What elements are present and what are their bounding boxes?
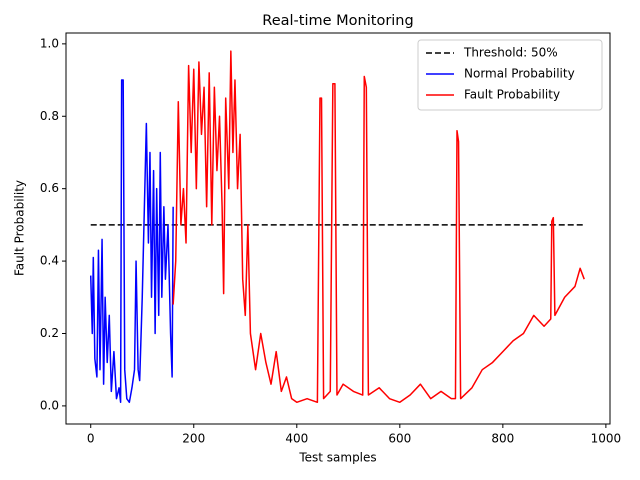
series-line <box>89 79 174 404</box>
x-tick-label: 400 <box>285 432 308 446</box>
y-tick-label: 1.0 <box>40 36 59 50</box>
y-tick-label: 0.0 <box>40 398 59 412</box>
series-line <box>172 50 585 404</box>
x-tick-label: 800 <box>491 432 514 446</box>
x-tick-label: 200 <box>182 432 205 446</box>
legend-box <box>417 39 603 111</box>
x-axis-label: Test samples <box>298 451 376 465</box>
y-axis-label: Fault Probability <box>13 180 27 276</box>
legend-label: Fault Probability <box>464 88 560 102</box>
y-tick-label: 0.4 <box>40 254 59 268</box>
x-tick-label: 1000 <box>591 432 622 446</box>
y-tick-label: 0.8 <box>40 109 59 123</box>
y-tick-label: 0.2 <box>40 326 59 340</box>
plot-frame <box>65 32 611 425</box>
x-tick-label: 0 <box>87 432 95 446</box>
legend-label: Normal Probability <box>464 67 575 81</box>
chart-title: Real-time Monitoring <box>262 13 413 29</box>
x-tick-label: 600 <box>388 432 411 446</box>
y-tick-label: 0.6 <box>40 181 59 195</box>
legend-label: Threshold: 50% <box>463 46 558 60</box>
legend: Threshold: 50% Normal Probability Fault Pr… <box>417 39 603 111</box>
